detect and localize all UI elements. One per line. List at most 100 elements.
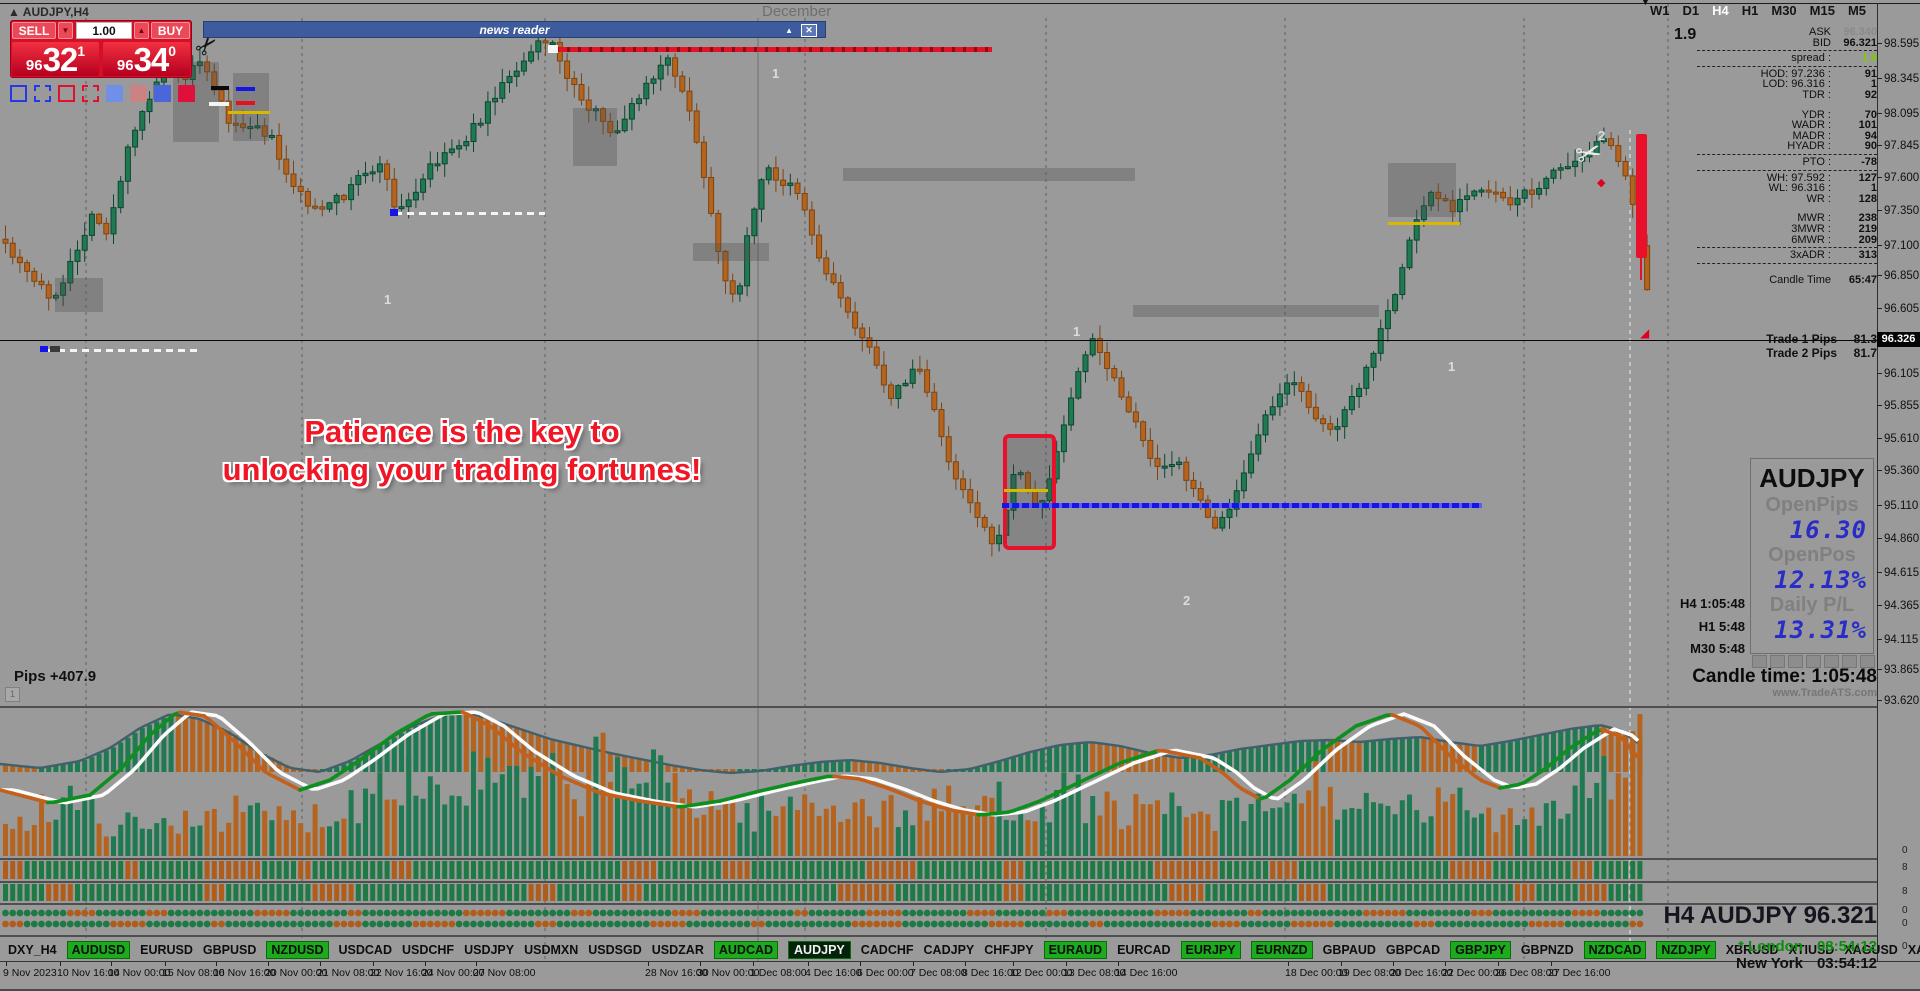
symbol-tab-AUDJPY[interactable]: AUDJPY — [788, 941, 851, 959]
price-tick — [1877, 373, 1882, 374]
window-splitter[interactable] — [0, 935, 1877, 937]
pips-counter: Pips +407.9 — [14, 668, 96, 685]
stats-separator — [1697, 247, 1877, 248]
timeframe-M15[interactable]: M15 — [1810, 3, 1835, 18]
timeframe-W1[interactable]: W1 — [1650, 3, 1670, 18]
symbol-tab-EURCAD[interactable]: EURCAD — [1117, 943, 1170, 957]
order-level-mark — [236, 101, 255, 105]
chart-title: ▲ AUDJPY,H4 — [8, 5, 89, 19]
timeframe-M30[interactable]: M30 — [1771, 3, 1796, 18]
wave-count-label: 2 — [1183, 593, 1190, 608]
stats-separator — [1697, 170, 1877, 171]
sell-button[interactable]: SELL — [12, 22, 56, 39]
symbol-tab-USDMXN[interactable]: USDMXN — [524, 943, 578, 957]
price-scale-label: 97.350 — [1884, 205, 1919, 217]
timeframe-M5[interactable]: M5 — [1848, 3, 1866, 18]
time-tick — [913, 962, 914, 966]
rect-blue-dashed-tool[interactable] — [34, 85, 51, 102]
buy-button[interactable]: BUY — [151, 22, 190, 39]
symbol-tab-USDCHF[interactable]: USDCHF — [402, 943, 454, 957]
news-reader-bar[interactable]: news reader ▲ ✕ — [203, 21, 826, 38]
subwindow-scale-value: 8 — [1902, 886, 1908, 897]
fill-lightblue-tool[interactable] — [106, 85, 123, 102]
open-pos-label: OpenPos — [1751, 543, 1873, 567]
news-close-icon[interactable]: ✕ — [801, 24, 817, 37]
line-endpoint-marker — [390, 209, 398, 216]
window-splitter[interactable] — [0, 881, 1877, 883]
symbol-tab-EURJPY[interactable]: EURJPY — [1181, 941, 1241, 959]
volume-input[interactable]: 1.00 — [76, 22, 132, 39]
white-dashed-level[interactable] — [46, 349, 202, 352]
window-splitter[interactable] — [0, 706, 1877, 708]
time-tick — [6, 962, 7, 966]
subwindow-scale-value: 0 — [1902, 905, 1908, 916]
timeframe-H1[interactable]: H1 — [1742, 3, 1759, 18]
collapse-arrow-icon[interactable]: ▲ — [8, 5, 20, 19]
symbol-tab-AUDUSD[interactable]: AUDUSD — [67, 941, 130, 959]
wave-count-label: 1 — [384, 292, 391, 307]
gray-zone — [573, 108, 617, 166]
rect-red-solid-tool[interactable] — [58, 85, 75, 102]
volume-increase-button[interactable]: ▲ — [134, 22, 149, 39]
symbol-tab-GBPUSD[interactable]: GBPUSD — [203, 943, 256, 957]
price-scale-label: 95.110 — [1884, 500, 1918, 512]
stats-row: 3MWR :219 — [1640, 224, 1877, 235]
blue-support-line[interactable] — [1002, 503, 1482, 508]
symbol-tab-GBPCAD[interactable]: GBPCAD — [1386, 943, 1440, 957]
news-collapse-icon[interactable]: ▲ — [785, 23, 793, 39]
time-tick — [1118, 962, 1119, 966]
price-tick — [1877, 308, 1882, 309]
price-scale-label: 93.620 — [1884, 695, 1919, 707]
symbol-tab-NZDUSD[interactable]: NZDUSD — [266, 941, 328, 959]
window-splitter[interactable] — [0, 858, 1877, 860]
white-dashed-level[interactable] — [395, 212, 545, 215]
symbol-tab-GBPJPY[interactable]: GBPJPY — [1450, 941, 1511, 959]
symbol-tab-EURAUD[interactable]: EURAUD — [1044, 941, 1107, 959]
time-tick — [60, 962, 61, 966]
symbol-tab-GBPAUD[interactable]: GBPAUD — [1323, 943, 1376, 957]
symbol-tab-AUDCAD[interactable]: AUDCAD — [714, 941, 778, 959]
symbol-tab-CADCHF[interactable]: CADCHF — [861, 943, 914, 957]
price-tick — [1877, 405, 1882, 406]
rect-blue-solid-tool[interactable] — [10, 85, 27, 102]
symbol-tab-CHFJPY[interactable]: CHFJPY — [984, 943, 1033, 957]
rect-red-dashed-tool[interactable] — [82, 85, 99, 102]
time-tick — [648, 962, 649, 966]
time-axis-label: 7 Dec 08:00 — [910, 967, 967, 979]
daily-pl-value: 13.31% — [1751, 617, 1873, 643]
sell-price-display[interactable]: 96 32 1 — [12, 42, 99, 76]
open-pips-value: 16.30 — [1751, 517, 1873, 543]
symbol-tab-XAUUSD[interactable]: XAUUSD — [1908, 943, 1920, 957]
fill-lightred-tool[interactable] — [130, 85, 147, 102]
volume-decrease-button[interactable]: ▼ — [58, 22, 73, 39]
red-resistance-line[interactable] — [548, 47, 992, 52]
symbol-tab-DXY_H4[interactable]: DXY_H4 — [8, 943, 57, 957]
symbol-tab-USDZAR[interactable]: USDZAR — [652, 943, 704, 957]
symbol-tab-EURNZD[interactable]: EURNZD — [1251, 941, 1313, 959]
symbol-tab-EURUSD[interactable]: EURUSD — [140, 943, 193, 957]
symbol-tab-USDJPY[interactable]: USDJPY — [464, 943, 514, 957]
time-axis-label: 14 Dec 16:00 — [1115, 967, 1177, 979]
highlight-red-box[interactable] — [1003, 434, 1056, 550]
symbol-tab-USDSGD[interactable]: USDSGD — [588, 943, 641, 957]
symbol-tab-NZDCAD[interactable]: NZDCAD — [1584, 941, 1647, 959]
price-scale-label: 96.850 — [1884, 270, 1919, 282]
stats-row: LOD: 96.316 :1 — [1640, 79, 1877, 90]
price-tick — [1877, 572, 1882, 573]
fill-crimson-tool[interactable] — [178, 85, 195, 102]
timeframe-D1[interactable]: D1 — [1683, 3, 1700, 18]
symbol-tab-USDCAD[interactable]: USDCAD — [339, 943, 392, 957]
stats-row: MWR :238 — [1640, 213, 1877, 224]
object-anchor-badge[interactable]: 1 — [5, 687, 20, 702]
fill-blue-tool[interactable] — [154, 85, 171, 102]
timeframe-H4[interactable]: H4 — [1712, 3, 1729, 18]
wave-count-label: 1 — [772, 66, 779, 81]
buy-price-display[interactable]: 96 34 0 — [103, 42, 190, 76]
symbol-tab-CADJPY[interactable]: CADJPY — [924, 943, 975, 957]
symbol-tab-GBPNZD[interactable]: GBPNZD — [1521, 943, 1574, 957]
